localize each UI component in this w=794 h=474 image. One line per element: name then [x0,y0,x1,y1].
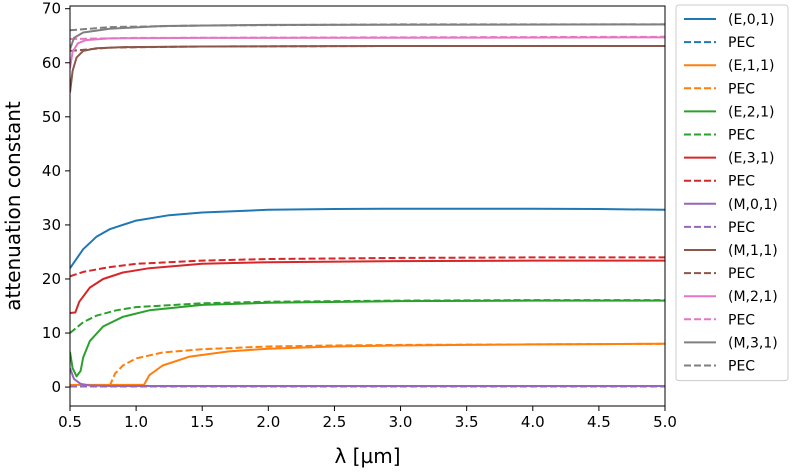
legend-label-0: (E,0,1) [728,12,774,28]
x-tick-label: 3.5 [455,413,479,431]
legend-label-7: PEC [728,174,755,190]
y-tick-label: 30 [42,216,61,234]
legend-label-4: (E,2,1) [728,104,774,120]
series-line-4 [70,299,665,378]
legend-label-3: PEC [728,81,755,97]
y-tick-label: 20 [42,270,61,288]
y-tick-label: 50 [42,108,61,126]
series-line-13 [70,35,665,40]
series-line-0 [70,207,665,269]
legend-label-11: PEC [728,266,755,282]
series-line-10 [70,45,665,93]
y-axis-ticks: 0 10 20 30 40 50 60 70 [42,0,70,396]
series-line-12 [70,36,665,69]
x-tick-label: 0.5 [58,413,82,431]
legend-label-10: (M,1,1) [728,243,778,259]
legend-label-14: (M,3,1) [728,335,778,351]
series-line-6 [70,259,665,314]
x-axis-ticks: 0.5 1.0 1.5 2.0 2.5 3.0 3.5 4.0 4.5 5.0 [58,406,677,431]
y-tick-label: 70 [42,0,61,18]
series-line-11 [70,45,665,52]
series-line-15 [70,23,665,32]
x-tick-label: 4.0 [521,413,545,431]
legend-label-6: (E,3,1) [728,151,774,167]
x-tick-label: 1.5 [190,413,214,431]
legend-label-2: (E,1,1) [728,58,774,74]
x-tick-label: 3.0 [389,413,413,431]
y-tick-label: 0 [51,378,61,396]
y-axis-label: attenuation constant [1,101,25,311]
series-line-5 [70,299,665,334]
x-tick-label: 4.5 [587,413,611,431]
legend-label-1: PEC [728,35,755,51]
legend-label-13: PEC [728,312,755,328]
series-line-14 [70,23,665,50]
series-line-8 [70,367,665,387]
series-line-7 [70,256,665,278]
x-axis-label: λ [µm] [334,444,400,468]
legend-label-12: (M,2,1) [728,289,778,305]
series-line-2 [70,342,665,386]
legend-label-9: PEC [728,220,755,236]
legend-box [675,4,789,382]
legend-label-5: PEC [728,128,755,144]
legend-label-15: PEC [728,359,755,375]
plot-lines [70,23,665,388]
y-tick-label: 40 [42,162,61,180]
x-tick-label: 5.0 [653,413,677,431]
axes-frame [69,5,666,407]
legend: (E,0,1) PEC (E,1,1) PEC (E,2,1) PEC (E,3,1) PEC… [675,4,789,382]
x-tick-label: 2.0 [256,413,280,431]
y-tick-label: 10 [42,324,61,342]
y-tick-label: 60 [42,54,61,72]
series-line-3 [108,342,665,387]
legend-label-8: (M,0,1) [728,197,778,213]
x-tick-label: 1.0 [124,413,148,431]
x-tick-label: 2.5 [323,413,347,431]
